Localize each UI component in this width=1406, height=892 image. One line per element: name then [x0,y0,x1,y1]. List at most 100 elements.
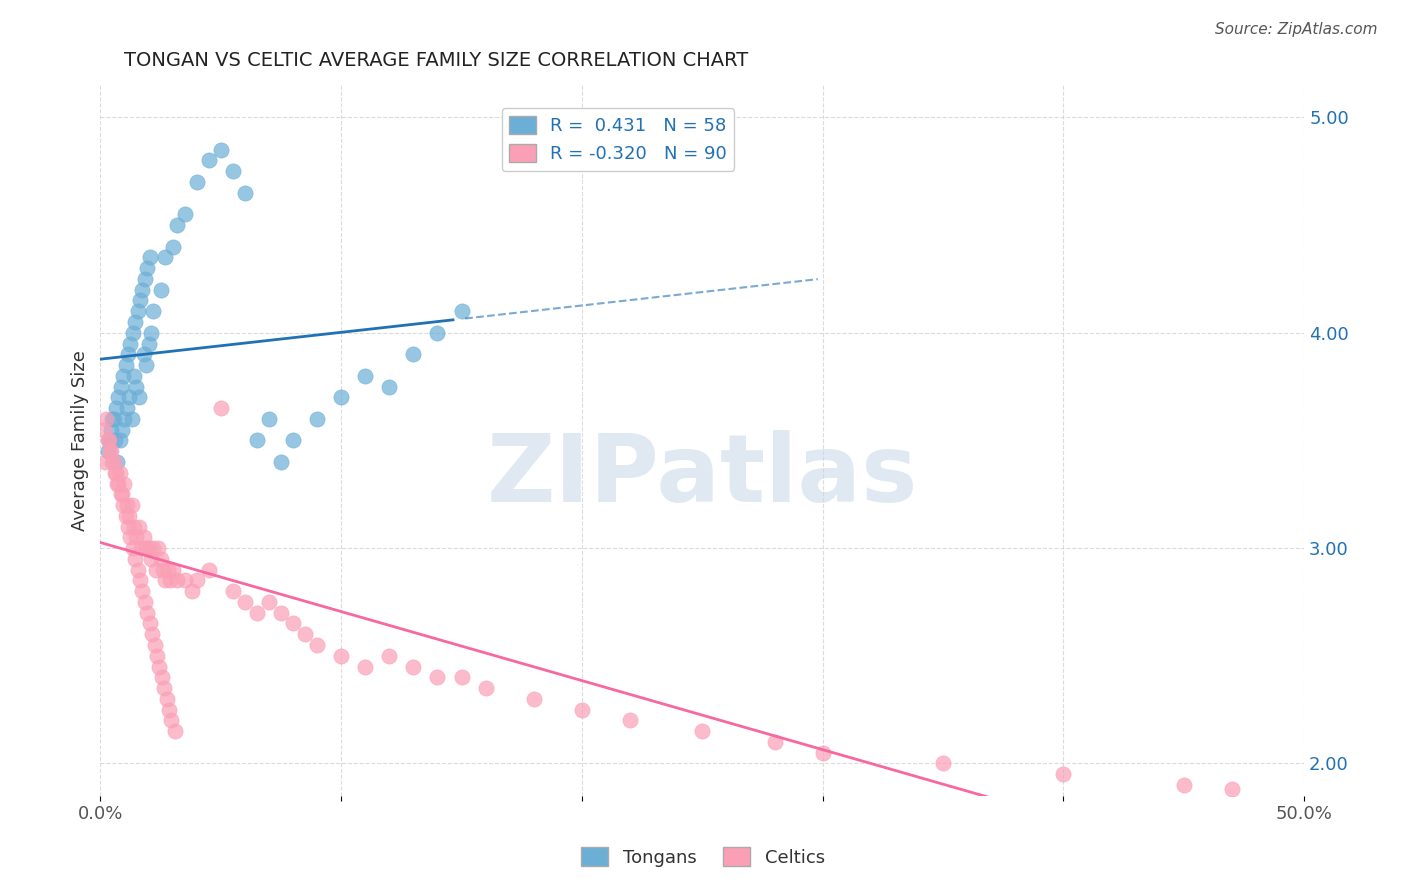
Point [121,326,143,340]
Point [209,143,232,157]
Point [763,735,786,749]
Point [105,466,128,480]
Text: Source: ZipAtlas.com: Source: ZipAtlas.com [1215,22,1378,37]
Point [107,476,129,491]
Point [139,326,162,340]
Point [186,175,208,189]
Point [107,390,129,404]
Point [129,574,152,588]
Point [120,336,142,351]
Point [94,455,117,469]
Point [105,476,128,491]
Point [166,218,188,232]
Point [180,584,202,599]
Point [155,691,177,706]
Point [143,638,166,652]
Point [128,519,150,533]
Point [402,347,425,361]
Point [124,552,146,566]
Point [122,368,145,383]
Point [93,423,115,437]
Point [128,390,150,404]
Point [105,455,128,469]
Point [233,595,256,609]
Point [96,412,118,426]
Point [222,584,245,599]
Point [173,574,195,588]
Point [1220,782,1243,797]
Point [131,584,153,599]
Point [690,724,713,739]
Point [233,186,256,200]
Point [257,595,280,609]
Point [155,251,177,265]
Point [112,476,135,491]
Point [157,703,180,717]
Point [138,616,160,631]
Point [1173,778,1195,792]
Point [97,444,120,458]
Point [145,563,167,577]
Point [127,563,149,577]
Point [246,606,269,620]
Point [104,466,127,480]
Point [163,724,186,739]
Point [1052,767,1074,781]
Point [257,412,280,426]
Y-axis label: Average Family Size: Average Family Size [72,350,89,531]
Point [125,530,148,544]
Point [141,627,163,641]
Point [354,659,377,673]
Point [162,239,184,253]
Point [117,519,139,533]
Point [162,563,184,577]
Point [115,498,138,512]
Point [150,670,173,684]
Point [426,670,449,684]
Point [132,347,155,361]
Point [101,412,124,426]
Point [330,648,353,663]
Point [138,251,160,265]
Point [474,681,496,695]
Point [155,574,177,588]
Point [811,746,834,760]
Point [294,627,316,641]
Point [135,358,157,372]
Point [160,714,183,728]
Point [103,412,125,426]
Point [120,530,142,544]
Point [104,434,127,448]
Point [166,574,188,588]
Point [100,444,122,458]
Point [450,670,472,684]
Point [131,283,153,297]
Point [354,368,377,383]
Point [118,508,141,523]
Point [619,714,641,728]
Point [148,659,170,673]
Point [112,498,135,512]
Point [132,530,155,544]
Point [197,563,219,577]
Legend: Tongans, Celtics: Tongans, Celtics [574,840,832,874]
Point [121,541,143,555]
Point [97,434,120,448]
Point [101,455,124,469]
Point [932,756,955,771]
Point [378,379,401,393]
Point [135,541,157,555]
Point [129,541,152,555]
Point [149,283,172,297]
Point [134,595,156,609]
Point [305,412,328,426]
Point [330,390,353,404]
Text: ZIPatlas: ZIPatlas [486,430,918,522]
Point [138,336,160,351]
Point [100,423,122,437]
Point [115,401,138,416]
Point [270,455,292,469]
Point [110,379,132,393]
Point [105,401,128,416]
Point [197,153,219,168]
